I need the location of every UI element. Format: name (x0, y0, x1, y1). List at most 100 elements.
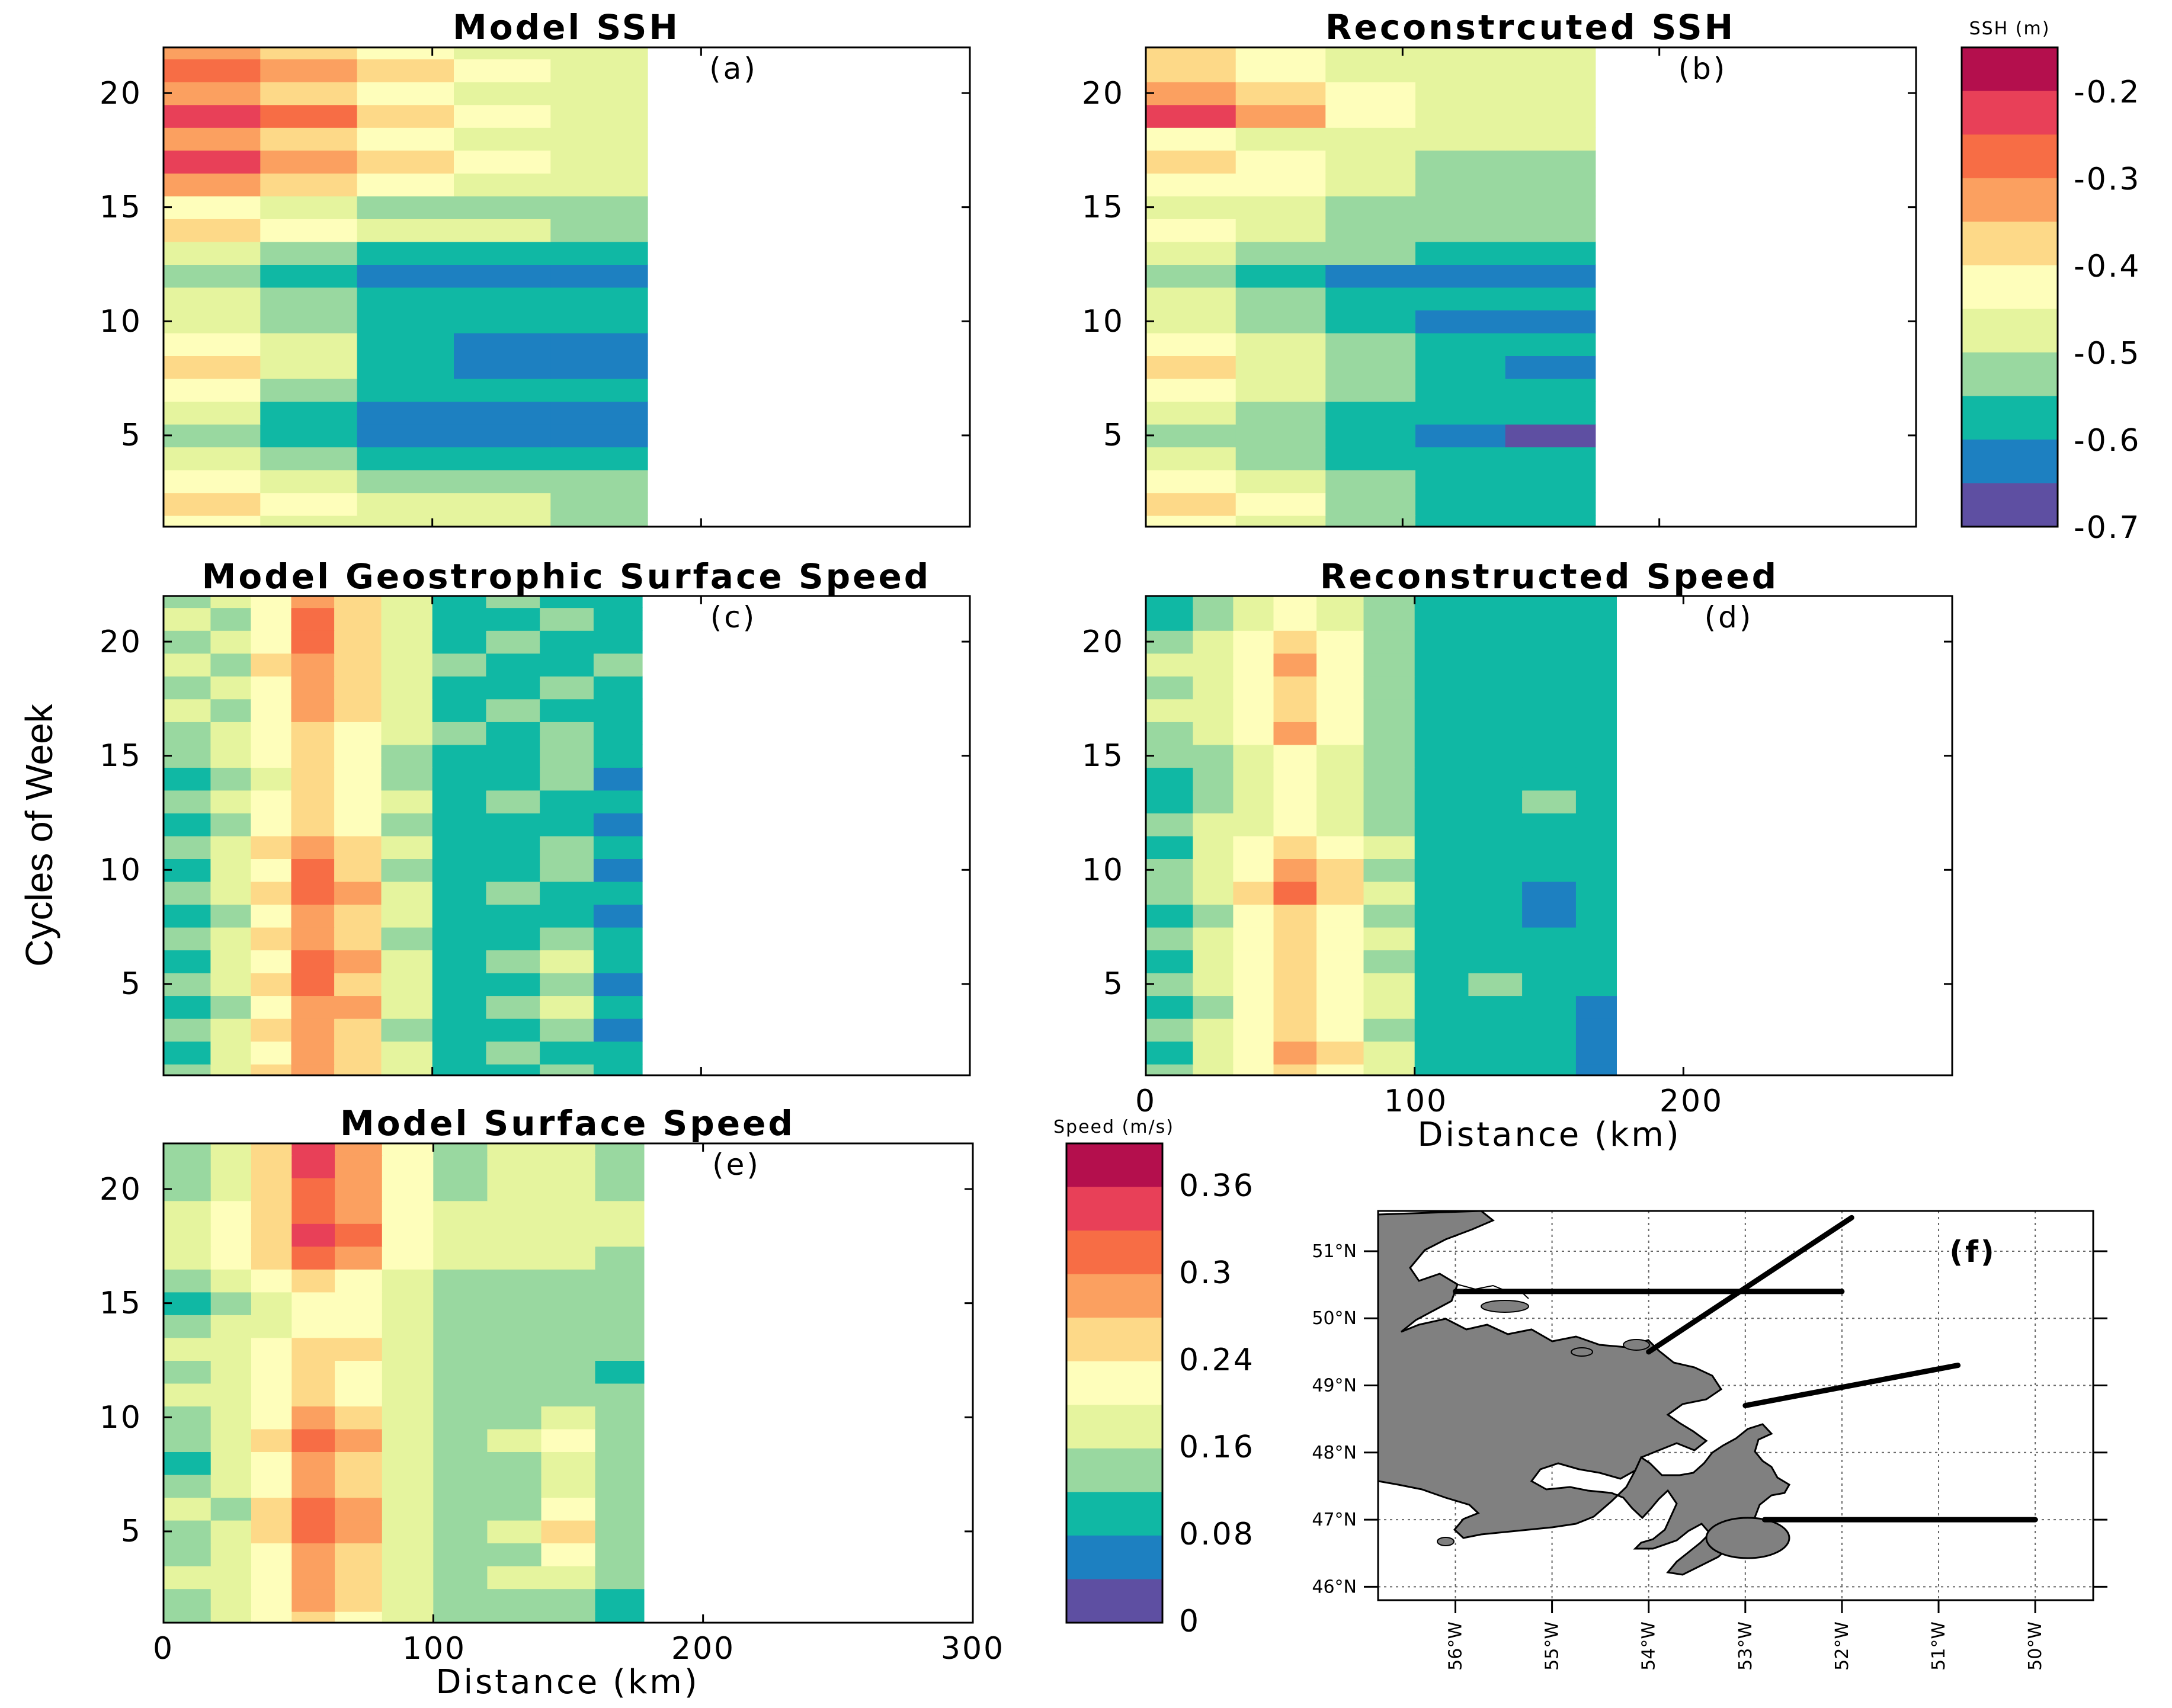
heatmap-cell (164, 1155, 212, 1178)
colorbar-cell (1066, 1535, 1162, 1580)
heatmap-cell (164, 355, 261, 379)
heatmap-cell (1363, 858, 1415, 882)
heatmap-cell (251, 1143, 293, 1156)
heatmap-cell (291, 972, 335, 996)
heatmap-cell (595, 1314, 645, 1338)
heatmap-cell (454, 47, 552, 60)
heatmap-cell (550, 332, 648, 356)
heatmap-cell (335, 1474, 383, 1498)
heatmap-cell (541, 1200, 596, 1224)
heatmap-cell (382, 1246, 434, 1270)
heatmap-cell (164, 1451, 212, 1475)
heatmap-cell (1146, 172, 1236, 197)
heatmap-cell (1273, 927, 1318, 951)
heatmap-cell (541, 1292, 596, 1315)
panel-d-label: (d) (1705, 600, 1754, 635)
heatmap-cell (251, 1543, 293, 1566)
heatmap-cell (382, 1155, 434, 1178)
panel-c-yaxis: 5 10 15 20 (100, 624, 140, 1002)
heatmap-cell (334, 972, 382, 996)
heatmap-cell (433, 1543, 488, 1566)
heatmap-cell (1316, 858, 1364, 882)
heatmap-cell (433, 1383, 488, 1406)
heatmap-cell (541, 1360, 596, 1384)
heatmap-cell (1414, 630, 1469, 654)
ssh-colorbar-tick: -0.2 (2074, 75, 2141, 110)
heatmap-cell (1414, 1041, 1469, 1065)
ssh-colorbar-tick: -0.4 (2074, 249, 2141, 284)
heatmap-cell (1233, 596, 1274, 608)
heatmap-cell (454, 310, 552, 334)
heatmap-cell (1505, 469, 1596, 494)
heatmap-cell (486, 950, 541, 973)
heatmap-cell (210, 835, 252, 859)
heatmap-cell (1233, 653, 1274, 677)
heatmap-cell (210, 1474, 252, 1498)
heatmap-cell (540, 927, 594, 951)
heatmap-cell (251, 1497, 293, 1521)
heatmap-cell (595, 1292, 645, 1315)
heatmap-cell (540, 904, 594, 928)
heatmap-cell (1414, 607, 1469, 631)
heatmap-cell (1325, 241, 1416, 265)
heatmap-cell (291, 1177, 336, 1201)
panel-d-ytick: 20 (1082, 624, 1125, 660)
panel-e-contours (164, 1143, 645, 1623)
heatmap-cell (335, 1177, 383, 1201)
heatmap-cell (251, 972, 292, 996)
map-land (1378, 1211, 1791, 1576)
heatmap-cell (381, 1018, 433, 1042)
latitude-label: 49°N (1312, 1376, 1357, 1396)
heatmap-cell (432, 927, 487, 951)
heatmap-cell (486, 744, 541, 768)
heatmap-cell (357, 332, 454, 356)
heatmap-cell (1575, 881, 1617, 905)
heatmap-cell (593, 904, 643, 928)
heatmap-cell (382, 1200, 434, 1224)
heatmap-cell (260, 469, 358, 494)
heatmap-cell (164, 1063, 212, 1075)
panel-b-ytick: 5 (1103, 418, 1125, 453)
heatmap-cell (1575, 653, 1617, 677)
heatmap-cell (433, 1155, 488, 1178)
heatmap-cell (251, 1018, 292, 1042)
heatmap-cell (291, 950, 335, 973)
heatmap-cell (1193, 790, 1234, 813)
heatmap-cell (1363, 744, 1415, 768)
heatmap-cell (433, 1565, 488, 1590)
colorbar-cell (1962, 47, 2058, 92)
heatmap-cell (1415, 196, 1506, 219)
heatmap-cell (550, 424, 648, 448)
panel-a-ytick: 15 (100, 190, 142, 225)
heatmap-cell (1414, 972, 1469, 996)
heatmap-cell (433, 1143, 488, 1156)
heatmap-cell (1325, 378, 1416, 402)
heatmap-cell (1193, 1041, 1234, 1065)
heatmap-cell (550, 218, 648, 242)
heatmap-cell (291, 1063, 335, 1075)
heatmap-cell (550, 150, 648, 174)
panel-e-ytick: 15 (100, 1286, 142, 1321)
y-axis-label: Cycles of Week (18, 703, 60, 966)
heatmap-cell (433, 1520, 488, 1544)
heatmap-cell (486, 881, 541, 905)
heatmap-cell (487, 1177, 542, 1201)
heatmap-cell (251, 653, 292, 677)
heatmap-cell (541, 1543, 596, 1566)
heatmap-cell (454, 515, 552, 527)
panel-a-ytick: 5 (121, 418, 142, 453)
heatmap-cell (357, 310, 454, 334)
panel-e-xlabel: Distance (km) (435, 1663, 699, 1701)
heatmap-cell (1415, 332, 1506, 356)
heatmap-cell (291, 1155, 336, 1178)
heatmap-cell (210, 1223, 252, 1247)
heatmap-cell (550, 241, 648, 265)
heatmap-cell (1146, 698, 1194, 722)
heatmap-cell (595, 1177, 645, 1201)
heatmap-cell (1415, 469, 1506, 494)
latitude-label: 50°N (1312, 1308, 1357, 1329)
heatmap-cell (164, 1474, 212, 1498)
speed-colorbar-tick: 0.3 (1179, 1255, 1234, 1291)
colorbar-cell (1962, 265, 2058, 310)
